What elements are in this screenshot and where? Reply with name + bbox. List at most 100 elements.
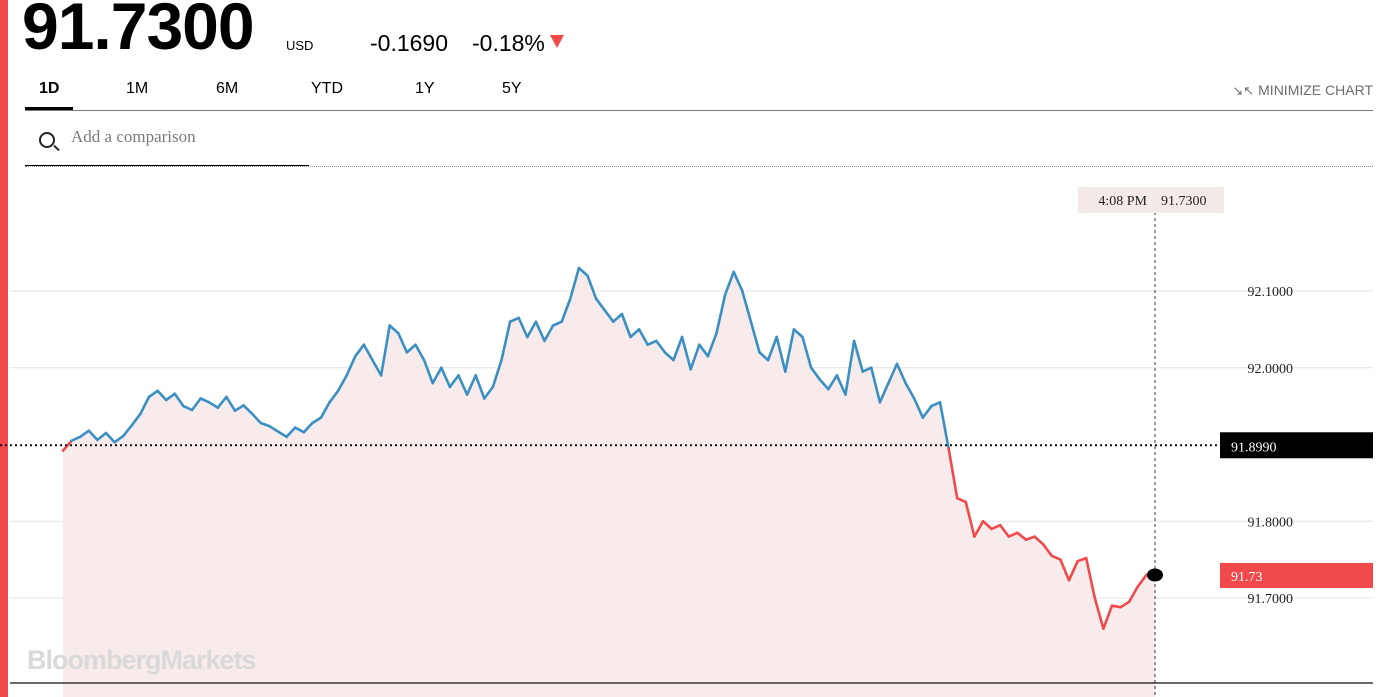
price-line-segment	[311, 416, 323, 425]
crosshair-time: 4:08 PM	[1098, 194, 1147, 209]
price-line-segment	[568, 266, 581, 301]
price-line-segment	[844, 339, 856, 396]
price-line-segment	[973, 519, 985, 538]
price-change: -0.1690	[370, 30, 449, 56]
tab-5y[interactable]: 5Y	[502, 80, 522, 97]
price-line-segment	[1007, 531, 1019, 538]
price-line-segment	[740, 289, 753, 324]
comparison-input[interactable]	[69, 126, 303, 148]
tab-1d[interactable]: 1D	[39, 80, 60, 97]
price-line-segment	[250, 412, 263, 425]
price-line-segment	[938, 400, 950, 450]
price-line-segment	[414, 343, 426, 362]
price-line-segment	[680, 335, 693, 371]
price-line-segment	[448, 374, 460, 389]
price-line-segment	[199, 397, 211, 404]
price-line-segment	[319, 400, 331, 419]
price-line-segment	[439, 366, 452, 389]
price-line-segment	[586, 274, 598, 301]
tab-6m[interactable]: 6M	[216, 80, 239, 97]
price-line-segment	[396, 331, 409, 354]
price-line-segment	[508, 316, 521, 324]
price-line-segment	[482, 385, 495, 400]
price-line-segment	[1033, 535, 1045, 546]
price-line-segment	[276, 430, 288, 439]
price-line-segment	[1016, 531, 1028, 542]
price-line-segment	[543, 324, 555, 343]
price-line-segment	[869, 366, 882, 404]
price-line-segment	[715, 293, 727, 335]
price-line-segment	[887, 362, 899, 385]
price-line-segment	[783, 328, 796, 373]
price-line-segment	[182, 404, 194, 412]
minimize-chart-label: MINIMIZE CHART	[1258, 82, 1373, 98]
price-line-segment	[895, 362, 907, 385]
price-line-segment	[775, 335, 787, 373]
tab-ytd[interactable]: YTD	[311, 80, 343, 97]
section-divider	[25, 166, 1373, 167]
price-line-segment	[345, 354, 357, 377]
price-line-segment	[990, 523, 1002, 531]
minimize-chart-button[interactable]: ↘↖ MINIMIZE CHART	[1232, 82, 1373, 99]
price-line-segment	[190, 397, 202, 412]
price-line-segment	[611, 312, 624, 324]
price-line-segment	[551, 320, 564, 327]
price-line-segment	[1084, 556, 1097, 600]
price-line-segment	[104, 431, 116, 444]
price-line-segment	[861, 366, 873, 373]
price-line-segment	[749, 320, 761, 354]
open-value-badge	[1220, 432, 1373, 459]
price-line-segment	[1102, 604, 1114, 631]
price-line-segment	[594, 297, 607, 312]
price-line-segment	[1041, 542, 1054, 558]
triangle-down-icon	[550, 35, 564, 48]
minimize-icon: ↘↖	[1232, 83, 1255, 98]
price-line-segment	[758, 351, 770, 362]
price-line-segment	[826, 374, 839, 391]
price-line-segment	[500, 320, 512, 362]
y-tick-label: 92.0000	[1248, 362, 1294, 377]
price-line-segment	[379, 324, 392, 377]
price-line-segment	[259, 421, 271, 428]
price-line-segment	[431, 366, 443, 385]
price-line-segment	[139, 395, 151, 416]
price-line-segment	[930, 400, 942, 408]
price-line-segment	[353, 343, 366, 358]
price-line-segment	[1067, 559, 1079, 582]
price-line-segment	[998, 523, 1011, 538]
price-line-segment	[268, 424, 280, 433]
price-line-segment	[723, 270, 736, 297]
price-line-segment	[766, 335, 779, 362]
price-line-segment	[732, 270, 744, 293]
price-line-segment	[216, 395, 228, 410]
price-line-segment	[1110, 604, 1122, 609]
price-line-segment	[371, 358, 383, 377]
price-line-segment	[78, 429, 91, 439]
price-line-segment	[405, 343, 417, 354]
price-line-segment	[818, 377, 830, 391]
price-line-segment	[491, 358, 503, 389]
price-line-segment	[809, 366, 822, 381]
price-line-segment	[156, 389, 168, 402]
crosshair-tooltip	[1078, 187, 1224, 213]
price-line-segment	[955, 496, 968, 504]
last-point-marker[interactable]	[1147, 568, 1163, 582]
price-line-segment	[130, 412, 142, 427]
price-line-segment	[302, 421, 314, 434]
price-line-segment	[1093, 596, 1105, 631]
y-tick-label: 91.7000	[1248, 592, 1294, 607]
price-line-segment	[87, 429, 99, 442]
last-value-label: 91.73	[1231, 570, 1263, 585]
tab-1y[interactable]: 1Y	[415, 80, 435, 97]
search-icon[interactable]	[39, 132, 55, 148]
price-line-segment	[878, 381, 890, 404]
price-line-segment	[663, 351, 675, 362]
price-line-segment	[147, 389, 159, 399]
price-line-segment	[835, 374, 847, 396]
price-line-segment	[637, 328, 650, 347]
price-line-segment	[672, 335, 684, 362]
price-line-segment	[964, 500, 976, 538]
currency-label: USD	[286, 38, 314, 53]
tab-1m[interactable]: 1M	[126, 80, 149, 97]
